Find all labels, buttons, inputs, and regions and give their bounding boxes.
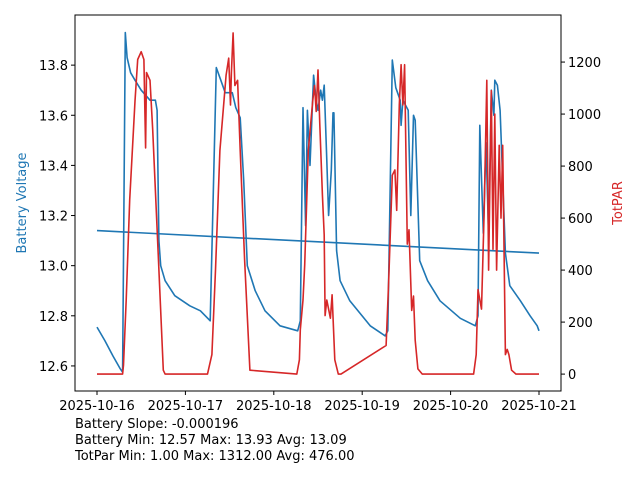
x-tick-label: 2025-10-17 [148, 399, 224, 414]
right-tick-label: 400 [568, 264, 593, 279]
series-line-battery-trend [96, 229, 540, 254]
x-tick-label: 2025-10-19 [324, 399, 400, 414]
right-tick-label: 1200 [568, 56, 601, 71]
right-axis-label: TotPAR [611, 181, 626, 226]
series-line-battery-voltage [96, 31, 540, 374]
right-tick-label: 0 [568, 368, 576, 383]
left-tick-label: 13.8 [39, 59, 68, 74]
plot-frame [74, 14, 562, 392]
x-tick-label: 2025-10-16 [59, 399, 135, 414]
x-tick-label: 2025-10-18 [236, 399, 312, 414]
slope-annotation: Battery Slope: -0.000196 [75, 417, 239, 432]
right-tick-label: 1000 [568, 108, 601, 123]
totpar-stats-annotation: TotPar Min: 1.00 Max: 1312.00 Avg: 476.0… [75, 449, 355, 464]
left-tick-label: 13.2 [39, 210, 68, 225]
left-tick-label: 13.4 [39, 159, 68, 174]
battery-stats-annotation: Battery Min: 12.57 Max: 13.93 Avg: 13.09 [75, 433, 347, 448]
left-tick-label: 13.0 [39, 260, 68, 275]
right-tick-label: 200 [568, 316, 593, 331]
left-y-axis: 12.6 12.8 13.0 13.2 13.4 13.6 13.8 [39, 59, 75, 375]
x-axis: 2025-10-16 2025-10-17 2025-10-18 2025-10-19… [59, 391, 577, 414]
x-tick-label: 2025-10-21 [501, 399, 577, 414]
right-y-axis: 0 200 400 600 800 1000 1200 [561, 56, 601, 383]
series-line-totpar [97, 32, 539, 375]
right-tick-label: 600 [568, 212, 593, 227]
right-tick-label: 800 [568, 160, 593, 175]
left-axis-label: Battery Voltage [15, 152, 30, 253]
x-tick-label: 2025-10-20 [413, 399, 489, 414]
left-tick-label: 13.6 [39, 109, 68, 124]
left-tick-label: 12.6 [39, 360, 68, 375]
left-tick-label: 12.8 [39, 310, 68, 325]
plot-area [96, 31, 540, 375]
